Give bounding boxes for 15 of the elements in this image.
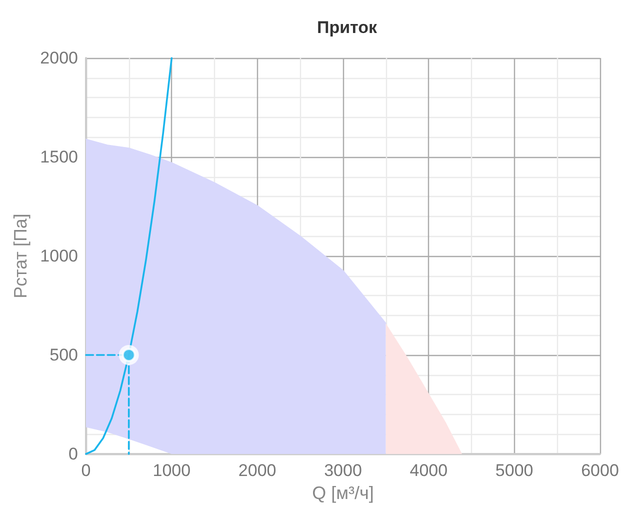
y-axis-title: Рстат [Па]: [10, 214, 30, 298]
x-axis-title: Q [м³/ч]: [312, 482, 374, 503]
y-tick-label: 500: [50, 346, 78, 364]
x-tick-label: 3000: [324, 461, 362, 480]
y-tick-label: 1000: [40, 246, 78, 266]
x-tick-label: 6000: [581, 461, 619, 480]
chart-title: Приток: [316, 18, 378, 37]
y-tick-label: 1500: [40, 148, 78, 166]
x-tick-label: 5000: [495, 461, 534, 480]
y-tick-label: 0: [68, 444, 78, 464]
x-tick-label: 0: [81, 461, 91, 480]
y-tick-label: 2000: [40, 48, 78, 68]
x-tick-label: 2000: [238, 461, 276, 480]
x-tick-label: 1000: [152, 461, 191, 480]
x-tick-label: 4000: [410, 461, 448, 480]
